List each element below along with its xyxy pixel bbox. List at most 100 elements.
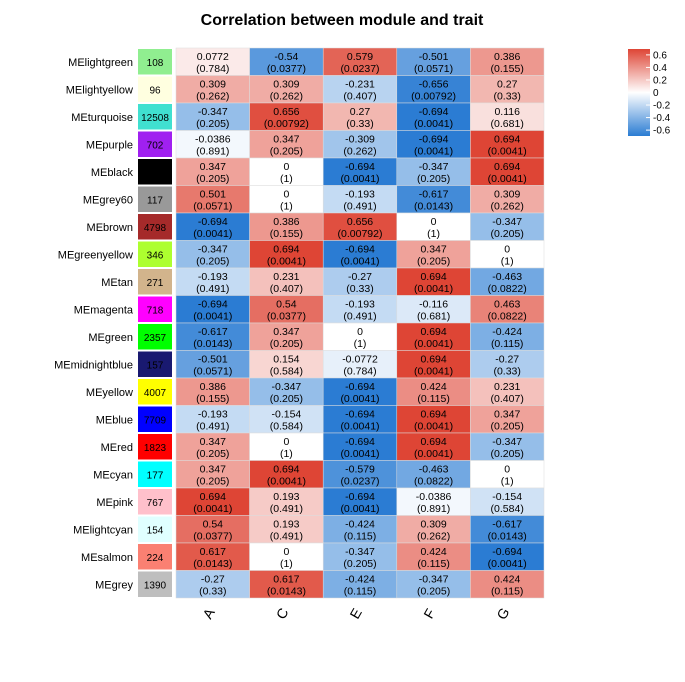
heatmap-cell (322, 460, 398, 489)
cell-pvalue: (0.0041) (340, 503, 379, 515)
row-label: MEgrey (95, 579, 133, 591)
module-color-block (138, 461, 172, 487)
cell-correlation: -0.347 (492, 436, 522, 448)
module-gene-count: 4007 (144, 388, 167, 399)
cell-pvalue: (0.0041) (340, 173, 379, 185)
module-gene-count: 224 (147, 553, 164, 564)
cell-correlation: 0 (357, 326, 363, 338)
module-gene-count: 117 (147, 195, 163, 206)
module-gene-count: 177 (147, 470, 164, 481)
cell-pvalue: (1) (501, 255, 514, 267)
cell-pvalue: (0.784) (343, 365, 376, 377)
cell-correlation: -0.0772 (342, 353, 378, 365)
cell-pvalue: (0.262) (343, 145, 376, 157)
cell-pvalue: (0.205) (196, 118, 229, 130)
row-label: MElightyellow (66, 84, 133, 96)
cell-pvalue: (0.0822) (488, 310, 527, 322)
cell-correlation: 0.193 (273, 491, 299, 503)
cell-correlation: 0.27 (350, 106, 371, 118)
cell-correlation: 0.386 (273, 216, 299, 228)
cell-pvalue: (0.0143) (193, 558, 232, 570)
cell-pvalue: (0.262) (270, 90, 303, 102)
row-label: MEred (101, 442, 133, 454)
heatmap-cell (396, 75, 471, 104)
cell-pvalue: (0.0571) (193, 200, 232, 212)
module-color-block (138, 351, 172, 377)
row-label: MEpurple (86, 139, 133, 151)
column-label: E (346, 605, 365, 621)
heatmap-cell (249, 212, 324, 241)
module-gene-count: 157 (147, 360, 164, 371)
module-color-block (138, 544, 172, 570)
cell-correlation: -0.694 (198, 216, 228, 228)
heatmap-cell (470, 267, 545, 296)
heatmap-cell (470, 460, 545, 489)
heatmap-cell (396, 377, 471, 406)
cell-correlation: -0.347 (198, 106, 228, 118)
legend-tick-label: -0.4 (653, 113, 671, 124)
cell-correlation: -0.193 (345, 188, 375, 200)
heatmap-cell (470, 102, 545, 131)
cell-correlation: 0.501 (200, 188, 226, 200)
row-label: MEbrown (87, 222, 133, 234)
column-label: A (199, 605, 218, 622)
cell-correlation: 0.0772 (197, 51, 229, 63)
row-label: MEmagenta (74, 304, 134, 316)
cell-correlation: -0.347 (272, 381, 302, 393)
heatmap-cell (249, 350, 324, 379)
cell-correlation: -0.347 (345, 546, 375, 558)
module-color-block (138, 241, 172, 267)
cell-correlation: 0 (431, 216, 437, 228)
cell-correlation: -0.27 (201, 573, 225, 585)
cell-correlation: -0.463 (419, 463, 449, 475)
cell-correlation: 0.694 (273, 243, 299, 255)
cell-correlation: 0.656 (273, 106, 299, 118)
cell-pvalue: (0.0041) (267, 475, 306, 487)
row-label: MEblack (91, 167, 134, 179)
module-gene-count: 108 (147, 58, 164, 69)
cell-correlation: 0.694 (494, 133, 520, 145)
heatmap-cell (249, 157, 324, 186)
cell-pvalue: (0.205) (343, 558, 376, 570)
cell-correlation: 0.347 (200, 161, 226, 173)
cell-pvalue: (0.491) (270, 530, 303, 542)
module-color-block (138, 516, 172, 542)
heatmap-cell (175, 130, 250, 159)
module-gene-count: 1390 (144, 580, 167, 591)
cell-correlation: 0.347 (200, 463, 226, 475)
module-color-block (138, 406, 172, 432)
cell-correlation: 0.617 (273, 573, 299, 585)
cell-pvalue: (0.00792) (411, 90, 456, 102)
cell-correlation: -0.694 (345, 491, 375, 503)
row-label: MEcyan (93, 469, 133, 481)
cell-pvalue: (1) (280, 200, 293, 212)
cell-correlation: 0.116 (494, 106, 520, 118)
chart-title: Correlation between module and trait (201, 12, 484, 29)
row-label: MEmidnightblue (54, 359, 133, 371)
heatmap-cell (322, 405, 398, 434)
cell-correlation: -0.694 (345, 243, 375, 255)
row-label: MEgreenyellow (58, 249, 133, 261)
heatmap-cell (396, 542, 471, 571)
heatmap-cell (175, 322, 250, 351)
cell-pvalue: (0.205) (196, 448, 229, 460)
heatmap-cell (396, 102, 471, 131)
cell-correlation: 0.694 (420, 326, 446, 338)
heatmap-cell (322, 487, 398, 516)
cell-correlation: -0.579 (345, 463, 375, 475)
cell-pvalue: (1) (280, 173, 293, 185)
cell-correlation: -0.154 (272, 408, 302, 420)
heatmap-cell (249, 432, 324, 461)
cell-pvalue: (0.33) (199, 585, 226, 597)
cell-correlation: 0.694 (420, 271, 446, 283)
heatmap-cell (470, 47, 545, 76)
cell-correlation: -0.694 (492, 546, 522, 558)
cell-correlation: -0.656 (419, 78, 449, 90)
heatmap-cell (470, 185, 545, 214)
cell-pvalue: (0.115) (344, 585, 377, 597)
cell-pvalue: (0.155) (270, 228, 303, 240)
heatmap-cell (322, 75, 398, 104)
cell-pvalue: (0.681) (417, 310, 450, 322)
row-label: MEgreen (88, 332, 133, 344)
